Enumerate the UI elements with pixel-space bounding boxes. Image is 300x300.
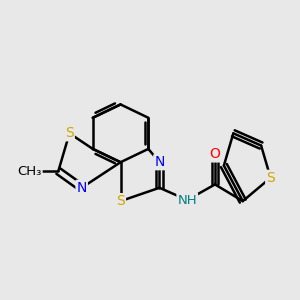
Text: CH₃: CH₃ [17,165,42,178]
Text: S: S [116,194,125,208]
Text: S: S [65,126,74,140]
Text: N: N [154,155,165,169]
Text: O: O [210,147,220,161]
Text: N: N [76,181,87,195]
Text: NH: NH [177,194,197,206]
Text: S: S [266,171,275,185]
